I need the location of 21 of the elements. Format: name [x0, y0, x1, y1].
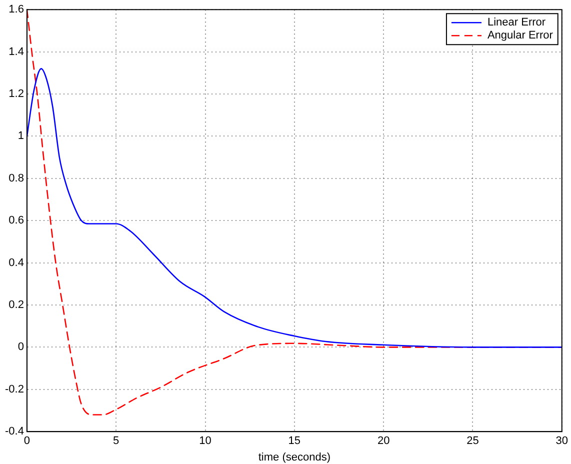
- y-tick-label: 0.8: [8, 172, 24, 184]
- line-series: [26, 68, 562, 348]
- y-tick-label: -0.2: [4, 383, 24, 396]
- y-tick-label: -0.4: [4, 426, 24, 438]
- y-tick-label: 0.4: [8, 256, 24, 269]
- x-tick-label: 10: [199, 435, 212, 448]
- x-tick-label: 25: [466, 435, 479, 448]
- x-tick-label: 20: [377, 435, 390, 448]
- legend-label: Angular Error: [487, 30, 554, 42]
- y-tick-label: 1: [18, 130, 24, 142]
- y-tick-label: 1.4: [8, 46, 24, 58]
- x-tick-label: 30: [556, 435, 568, 448]
- y-tick-label: 0.6: [8, 214, 24, 227]
- legend-label: Linear Error: [487, 16, 546, 29]
- x-axis-title: time (seconds): [258, 451, 330, 464]
- y-tick-label: 0: [18, 341, 24, 354]
- x-tick-label: 15: [288, 435, 301, 448]
- y-tick-label: 0.2: [8, 299, 24, 312]
- y-tick-label: 1.6: [8, 4, 24, 16]
- x-tick-label: 5: [113, 435, 120, 448]
- y-tick-label: 1.2: [8, 88, 24, 100]
